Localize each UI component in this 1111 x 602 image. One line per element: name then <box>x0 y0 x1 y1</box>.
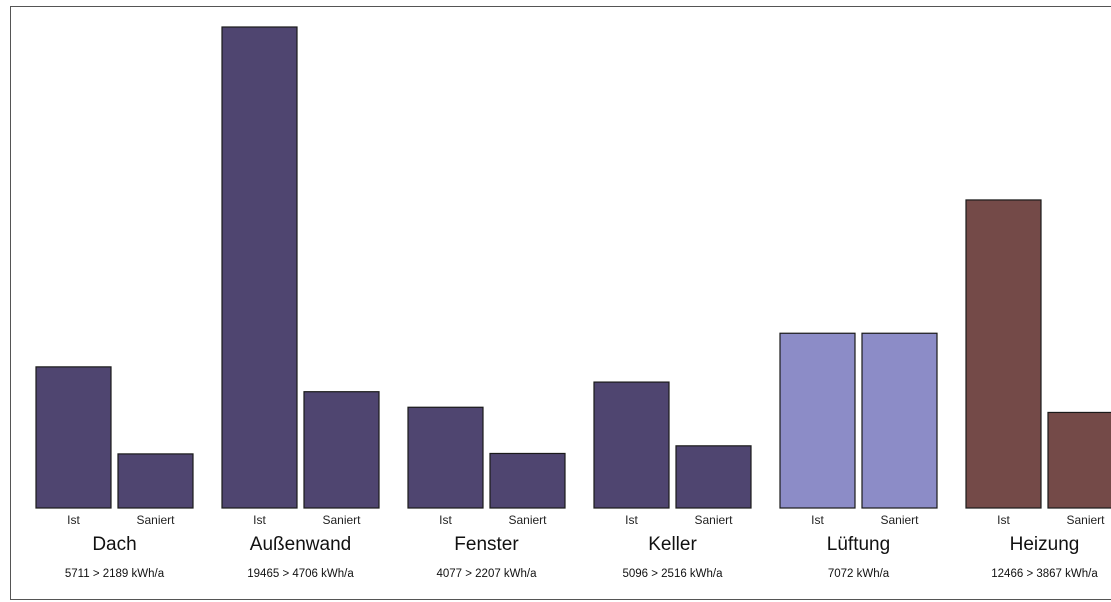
bar-label-aussenwand-saniert: Saniert <box>322 513 361 527</box>
category-label-fenster: Fenster <box>454 534 519 555</box>
bar-keller-ist <box>593 381 670 509</box>
value-label-aussenwand: 19465 > 4706 kWh/a <box>247 568 354 580</box>
bar-keller-saniert <box>675 445 752 509</box>
value-label-lueftung: 7072 kWh/a <box>828 568 890 580</box>
value-label-fenster: 4077 > 2207 kWh/a <box>436 568 537 580</box>
value-label-keller: 5096 > 2516 kWh/a <box>622 568 723 580</box>
bar-aussenwand-saniert <box>303 391 380 509</box>
bar-fenster-ist <box>407 406 484 509</box>
bar-label-aussenwand-ist: Ist <box>253 513 266 527</box>
category-label-dach: Dach <box>92 534 136 555</box>
value-label-heizung: 12466 > 3867 kWh/a <box>991 568 1098 580</box>
chart-frame <box>10 6 1111 600</box>
bar-label-keller-ist: Ist <box>625 513 638 527</box>
bar-fenster-saniert <box>489 452 566 509</box>
bar-label-dach-ist: Ist <box>67 513 80 527</box>
value-label-dach: 5711 > 2189 kWh/a <box>65 568 165 580</box>
bar-label-lueftung-ist: Ist <box>811 513 824 527</box>
category-label-heizung: Heizung <box>1010 534 1080 555</box>
bar-heizung-ist <box>965 199 1042 509</box>
bar-label-heizung-ist: Ist <box>997 513 1010 527</box>
bar-label-fenster-ist: Ist <box>439 513 452 527</box>
bar-label-fenster-saniert: Saniert <box>508 513 547 527</box>
bar-label-dach-saniert: Saniert <box>136 513 175 527</box>
bar-lueftung-saniert <box>861 332 938 509</box>
bar-label-lueftung-saniert: Saniert <box>880 513 919 527</box>
category-label-keller: Keller <box>648 534 697 555</box>
category-label-aussenwand: Außenwand <box>250 534 351 555</box>
bar-dach-saniert <box>117 453 194 509</box>
category-label-lueftung: Lüftung <box>827 534 890 555</box>
bar-label-keller-saniert: Saniert <box>694 513 733 527</box>
bar-aussenwand-ist <box>221 26 298 509</box>
bar-label-heizung-saniert: Saniert <box>1066 513 1105 527</box>
bar-lueftung-ist <box>779 332 856 509</box>
bar-dach-ist <box>35 366 112 509</box>
bar-heizung-saniert <box>1047 411 1111 509</box>
